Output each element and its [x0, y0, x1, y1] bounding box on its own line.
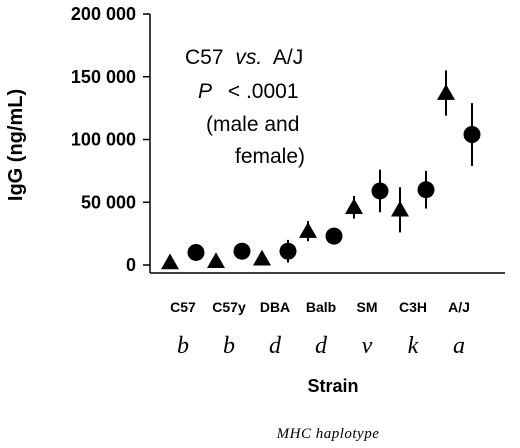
data-marks [161, 70, 481, 270]
circle-point [279, 242, 297, 260]
x-tick-label: C57 [170, 299, 196, 315]
y-tick-label: 150 000 [71, 67, 136, 87]
haplotype-label: b [177, 333, 189, 359]
circle-point [325, 227, 343, 245]
annotation-vs: vs. [235, 46, 262, 69]
haplotype-label: a [453, 333, 465, 359]
annotation-line-3: (male and [206, 113, 299, 136]
annotation-line-2: P < .0001 [198, 80, 299, 103]
haplotype-label: b [223, 333, 235, 359]
x-category-labels: C57 b C57y b DBA d Balb d SM v C3H k A/J a [170, 299, 470, 359]
annotation-strain-b: A/J [273, 46, 303, 69]
annotation-line-1: C57 vs. A/J [185, 46, 303, 69]
triangle-point [299, 222, 317, 238]
x-tick-label: Balb [306, 299, 336, 315]
x-tick-label: DBA [260, 299, 290, 315]
x-tick-label: C57y [212, 299, 246, 315]
haplotype-label: k [408, 333, 419, 359]
circle-point [371, 182, 389, 200]
triangle-point [161, 253, 179, 270]
x-axis-label: Strain [307, 376, 358, 396]
annotation-strain-a: C57 [185, 46, 224, 69]
circle-point [187, 243, 205, 261]
triangle-point [391, 200, 409, 217]
circle-point [417, 181, 435, 199]
triangle-point [207, 252, 225, 268]
annotation-p-value: < .0001 [228, 80, 299, 103]
y-axis-label: IgG (ng/mL) [5, 89, 27, 201]
y-tick-label: 0 [126, 255, 136, 275]
y-tick-label: 50 000 [81, 192, 136, 212]
triangle-point [253, 249, 271, 266]
circle-point [233, 242, 251, 260]
y-tick-label: 200 000 [71, 4, 136, 24]
annotation-p: P [198, 80, 212, 103]
haplotype-label: d [315, 333, 328, 359]
footer-caption: MHC haplotype [276, 426, 380, 442]
haplotype-label: v [362, 333, 373, 359]
annotation-line-4: female) [235, 145, 305, 168]
x-tick-label: C3H [399, 299, 427, 315]
triangle-point [437, 84, 455, 100]
triangle-point [345, 198, 363, 215]
circle-point [463, 125, 481, 143]
y-ticks: 0 50 000 100 000 150 000 200 000 [71, 4, 150, 275]
haplotype-label: d [269, 333, 282, 359]
x-tick-label: A/J [448, 299, 470, 315]
y-tick-label: 100 000 [71, 130, 136, 150]
x-tick-label: SM [357, 299, 378, 315]
